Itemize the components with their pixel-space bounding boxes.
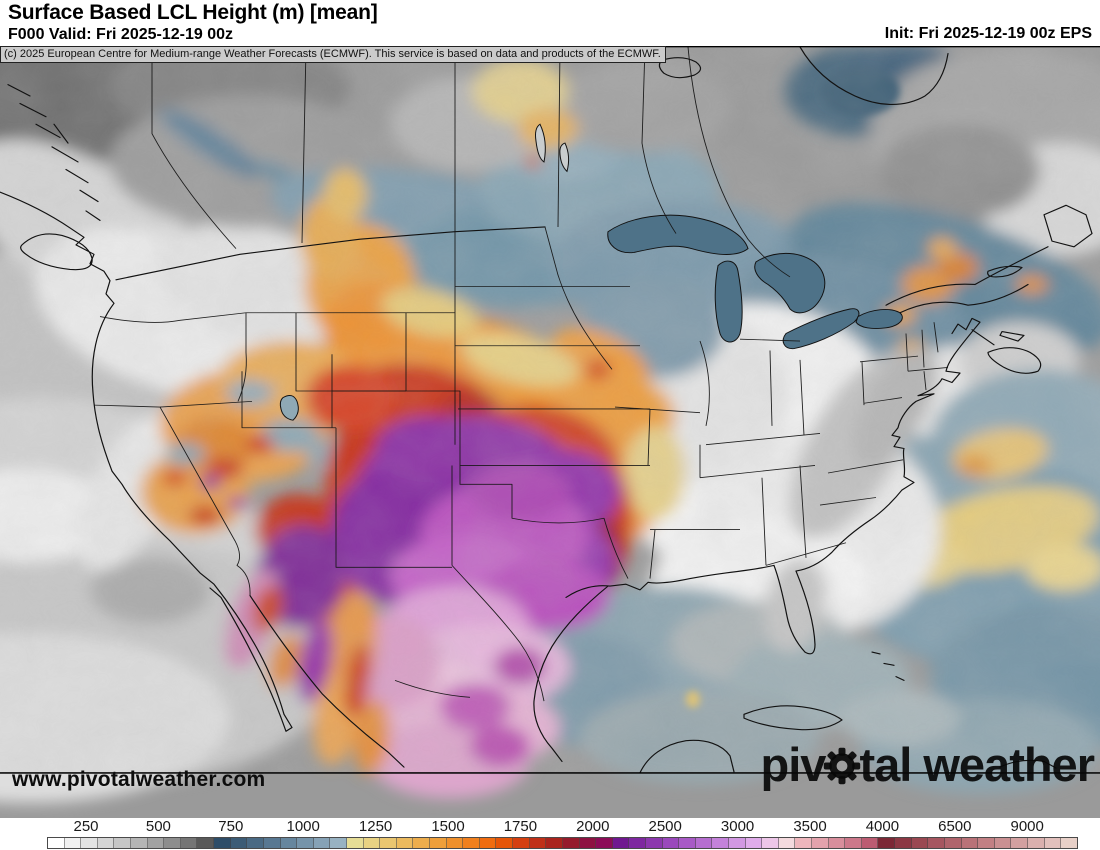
colorbar-segment xyxy=(629,838,646,848)
state-borders-layer xyxy=(93,46,949,702)
colorbar-segment xyxy=(695,838,713,848)
header: Surface Based LCL Height (m) [mean] F000… xyxy=(0,0,1100,46)
colorbar-segment xyxy=(911,838,929,848)
brand-text-left: piv xyxy=(760,738,827,791)
watermark-url: www.pivotalweather.com xyxy=(12,768,266,791)
colorbar-segment xyxy=(180,838,198,848)
colorbar-segment xyxy=(297,838,314,848)
weather-map: (c) 2025 European Centre for Medium-rang… xyxy=(0,46,1100,818)
colorbar-label: 500 xyxy=(145,818,171,835)
colorbar-segment xyxy=(645,838,663,848)
colorbar-segment xyxy=(446,838,464,848)
colorbar-segment xyxy=(463,838,480,848)
colorbar-segment xyxy=(579,838,597,848)
colorbar-segment xyxy=(994,838,1012,848)
colorbar-segment xyxy=(1027,838,1045,848)
colorbar-segment xyxy=(562,838,580,848)
colorbar-segment xyxy=(529,838,547,848)
brand-watermark: piv xyxy=(760,738,1095,791)
colorbar-label: 3500 xyxy=(793,818,827,835)
brand-text-right: tal weather xyxy=(859,738,1095,791)
colorbar-label: 4000 xyxy=(865,818,900,835)
colorbar-segment xyxy=(928,838,945,848)
colorbar-segment xyxy=(164,838,181,848)
colorbar-segment xyxy=(679,838,696,848)
colorbar-segment xyxy=(944,838,962,848)
colorbar-segment xyxy=(895,838,912,848)
colorbar-segment xyxy=(114,838,132,848)
colorbar-segment xyxy=(728,838,746,848)
colorbar-label: 1250 xyxy=(358,818,393,835)
colorbar-label: 6500 xyxy=(938,818,972,835)
colorbar-segment xyxy=(861,838,879,848)
legend: 250 500 750 1000 1250 1500 1750 2000 2500 3000 350… xyxy=(0,818,1100,850)
colorbar-segment xyxy=(131,838,148,848)
colorbar-label: 2500 xyxy=(648,818,682,835)
colorbar-segment xyxy=(612,838,630,848)
colorbar-segment xyxy=(745,838,763,848)
colorbar-segment xyxy=(828,838,846,848)
colorbar-segment xyxy=(513,838,530,848)
colorbar-segment xyxy=(330,838,347,848)
colorbar-segment xyxy=(878,838,896,848)
colorbar-segment xyxy=(64,838,82,848)
colorbar-segment xyxy=(762,838,779,848)
colorbar-segment xyxy=(546,838,563,848)
colorbar-segment xyxy=(812,838,829,848)
colorbar-label: 3000 xyxy=(720,818,755,835)
colorbar-segment xyxy=(197,838,215,848)
colorbar-label: 2000 xyxy=(576,818,610,835)
colorbar-segment xyxy=(596,838,613,848)
colorbar-segment xyxy=(363,838,381,848)
colorbar-segment xyxy=(413,838,431,848)
colorbar-segment xyxy=(147,838,165,848)
colorbar-label: 1750 xyxy=(503,818,538,835)
map-frame-bottom xyxy=(0,772,1100,774)
texture-fine xyxy=(0,46,1100,774)
colorbar-segment xyxy=(280,838,298,848)
valid-time-label: F000 Valid: Fri 2025-12-19 00z xyxy=(8,26,234,43)
colorbar-segment xyxy=(496,838,514,848)
colorbar-label: 1000 xyxy=(286,818,320,835)
colorbar-segment xyxy=(247,838,264,848)
colorbar-label: 250 xyxy=(73,818,99,835)
colorbar-segment xyxy=(346,838,364,848)
colorbar-segment xyxy=(662,838,680,848)
colorbar-label: 1500 xyxy=(431,818,465,835)
colorbar-segment xyxy=(845,838,862,848)
colorbar xyxy=(47,837,1078,849)
colorbar-segment xyxy=(313,838,331,848)
colorbar-segment xyxy=(430,838,447,848)
init-time-label: Init: Fri 2025-12-19 00z EPS xyxy=(884,25,1092,42)
colorbar-segment xyxy=(479,838,497,848)
lakes-layer xyxy=(279,123,903,421)
colorbar-segment xyxy=(778,838,796,848)
colorbar-label: 9000 xyxy=(1010,818,1044,835)
colorbar-segment xyxy=(795,838,813,848)
colorbar-segment xyxy=(380,838,397,848)
colorbar-segment xyxy=(1044,838,1062,848)
gear-icon xyxy=(824,747,861,784)
colorbar-segment xyxy=(81,838,98,848)
colorbar-segment xyxy=(48,838,65,848)
basemap-graphic xyxy=(0,46,1100,803)
colorbar-segment xyxy=(961,838,979,848)
colorbar-labels: 250 500 750 1000 1250 1500 1750 2000 2500 3000 350… xyxy=(0,818,1100,837)
colorbar-segment xyxy=(97,838,115,848)
coastlines-layer xyxy=(0,46,1093,774)
colorbar-segment xyxy=(1011,838,1028,848)
colorbar-segment xyxy=(978,838,995,848)
colorbar-segment xyxy=(263,838,281,848)
colorbar-label: 750 xyxy=(218,818,244,835)
copyright-strip: (c) 2025 European Centre for Medium-rang… xyxy=(0,46,666,63)
colorbar-segment xyxy=(1061,838,1077,848)
colorbar-segment xyxy=(230,838,248,848)
colorbar-segment xyxy=(712,838,729,848)
colorbar-segment xyxy=(396,838,414,848)
page-title: Surface Based LCL Height (m) [mean] xyxy=(8,1,378,24)
colorbar-segment xyxy=(214,838,231,848)
